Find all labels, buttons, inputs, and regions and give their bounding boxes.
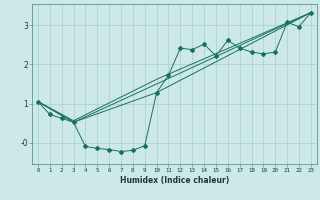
X-axis label: Humidex (Indice chaleur): Humidex (Indice chaleur) bbox=[120, 176, 229, 185]
